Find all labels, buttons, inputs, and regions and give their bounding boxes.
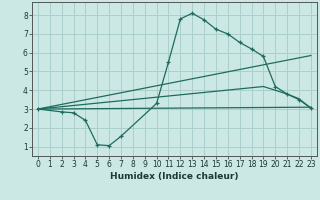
X-axis label: Humidex (Indice chaleur): Humidex (Indice chaleur): [110, 172, 239, 181]
